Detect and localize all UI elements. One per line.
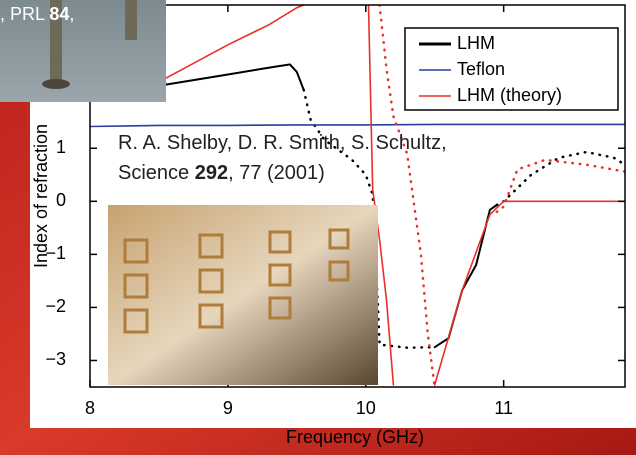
citation: R. A. Shelby, D. R. Smith, S. Schultz, S… — [118, 128, 508, 188]
citation-text: , 77 (2001) — [228, 162, 325, 184]
legend-label: LHM — [457, 33, 495, 53]
caption-text: , — [69, 4, 74, 24]
chart: 891011−3−2−101 LHMTeflonLHM (theory) Fre… — [0, 0, 636, 455]
citation-volume: 292 — [195, 162, 228, 184]
x-tick-label: 10 — [356, 398, 376, 418]
y-tick-label: 0 — [56, 190, 66, 210]
caption-text: , PRL — [0, 4, 49, 24]
caption-volume: 84 — [49, 4, 69, 24]
photo-split-rings — [108, 205, 378, 385]
legend-label: LHM (theory) — [457, 85, 562, 105]
x-tick-label: 11 — [494, 398, 513, 418]
x-axis-label: Frequency (GHz) — [286, 427, 424, 447]
y-tick-label: −3 — [45, 349, 66, 369]
x-tick-label: 9 — [223, 398, 233, 418]
y-axis-label: Index of refraction — [31, 124, 51, 268]
legend: LHM Teflon LHM (theory) — [405, 28, 618, 110]
legend-label: Teflon — [457, 59, 505, 79]
y-tick-label: −2 — [45, 296, 66, 316]
caption: , PRL 84, — [0, 3, 74, 25]
x-tick-label: 8 — [85, 398, 95, 418]
y-tick-label: 1 — [56, 137, 66, 157]
slide: 891011−3−2−101 LHMTeflonLHM (theory) Fre… — [0, 0, 636, 455]
